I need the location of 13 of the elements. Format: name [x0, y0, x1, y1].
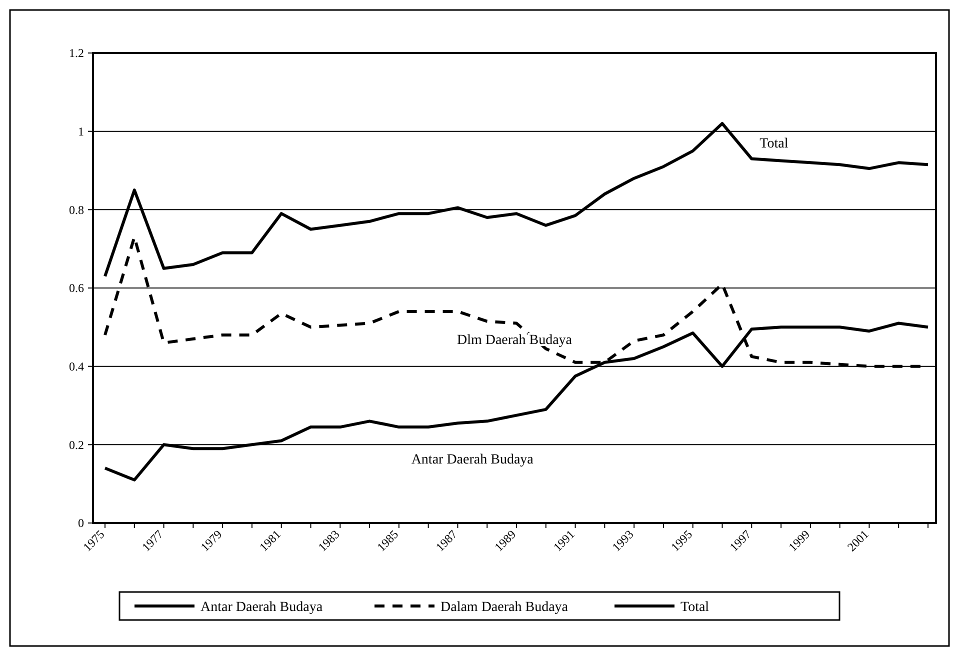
legend-label: Total: [680, 600, 710, 615]
legend-label: Antar Daerah Budaya: [200, 600, 324, 615]
annotation: Total: [760, 136, 788, 152]
y-tick-label: 0.4: [69, 360, 84, 374]
y-tick-label: 0.6: [69, 281, 84, 296]
y-tick-label: 1.2: [69, 46, 84, 60]
y-tick-label: 1: [78, 124, 84, 139]
legend-label: Dalam Daerah Budaya: [440, 600, 569, 615]
y-tick-label: 0: [78, 516, 84, 530]
y-tick-label: 0.2: [69, 438, 84, 452]
y-tick-label: 0.8: [69, 202, 84, 217]
annotation: Antar Daerah Budaya: [411, 452, 534, 468]
annotation: Dlm Daerah Budaya: [456, 332, 573, 348]
